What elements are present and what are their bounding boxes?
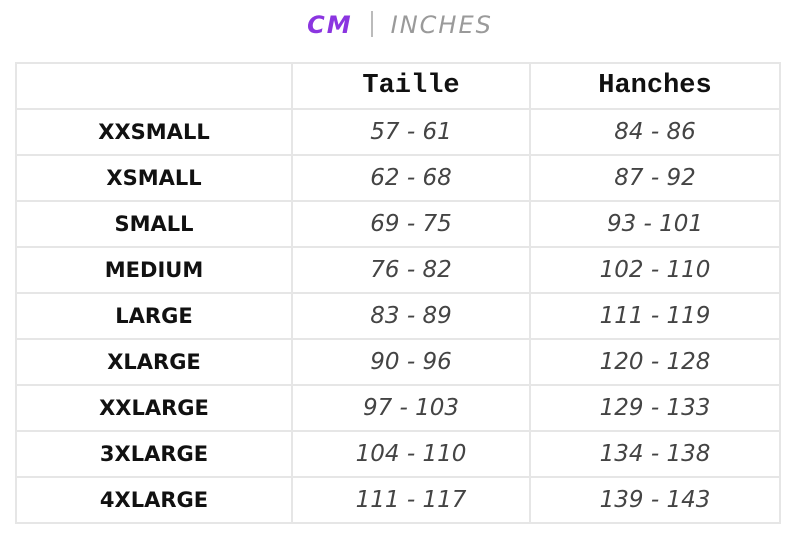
unit-inches-button[interactable]: INCHES [390, 11, 493, 39]
taille-cell: 62 - 68 [291, 154, 531, 202]
hanches-cell: 84 - 86 [529, 108, 781, 156]
hanches-cell: 129 - 133 [529, 384, 781, 432]
taille-cell: 90 - 96 [291, 338, 531, 386]
size-cell: XSMALL [15, 154, 293, 202]
table-row: XSMALL 62 - 68 87 - 92 [15, 154, 781, 202]
hanches-cell: 120 - 128 [529, 338, 781, 386]
taille-cell: 57 - 61 [291, 108, 531, 156]
table-row: 4XLARGE 111 - 117 139 - 143 [15, 476, 781, 524]
unit-cm-button[interactable]: CM [307, 11, 353, 39]
hanches-cell: 139 - 143 [529, 476, 781, 524]
size-cell: XXLARGE [15, 384, 293, 432]
header-taille: Taille [291, 62, 531, 110]
size-cell: 4XLARGE [15, 476, 293, 524]
table-row: 3XLARGE 104 - 110 134 - 138 [15, 430, 781, 478]
table-row: LARGE 83 - 89 111 - 119 [15, 292, 781, 340]
hanches-cell: 93 - 101 [529, 200, 781, 248]
header-hanches: Hanches [529, 62, 781, 110]
table-row: XXLARGE 97 - 103 129 - 133 [15, 384, 781, 432]
taille-cell: 97 - 103 [291, 384, 531, 432]
taille-cell: 111 - 117 [291, 476, 531, 524]
table-row: SMALL 69 - 75 93 - 101 [15, 200, 781, 248]
hanches-cell: 102 - 110 [529, 246, 781, 294]
taille-cell: 83 - 89 [291, 292, 531, 340]
header-size [15, 62, 293, 110]
hanches-cell: 111 - 119 [529, 292, 781, 340]
table-row: XXSMALL 57 - 61 84 - 86 [15, 108, 781, 156]
size-cell: SMALL [15, 200, 293, 248]
size-cell: LARGE [15, 292, 293, 340]
size-cell: 3XLARGE [15, 430, 293, 478]
taille-cell: 69 - 75 [291, 200, 531, 248]
taille-cell: 104 - 110 [291, 430, 531, 478]
size-cell: XXSMALL [15, 108, 293, 156]
table-row: XLARGE 90 - 96 120 - 128 [15, 338, 781, 386]
size-cell: MEDIUM [15, 246, 293, 294]
taille-cell: 76 - 82 [291, 246, 531, 294]
table-row: MEDIUM 76 - 82 102 - 110 [15, 246, 781, 294]
hanches-cell: 87 - 92 [529, 154, 781, 202]
size-cell: XLARGE [15, 338, 293, 386]
unit-toggle: CM INCHES [0, 8, 800, 42]
header-row: Taille Hanches [15, 62, 781, 110]
size-chart-table: Taille Hanches XXSMALL 57 - 61 84 - 86 XSMA… [15, 62, 781, 524]
unit-separator [370, 11, 373, 37]
hanches-cell: 134 - 138 [529, 430, 781, 478]
